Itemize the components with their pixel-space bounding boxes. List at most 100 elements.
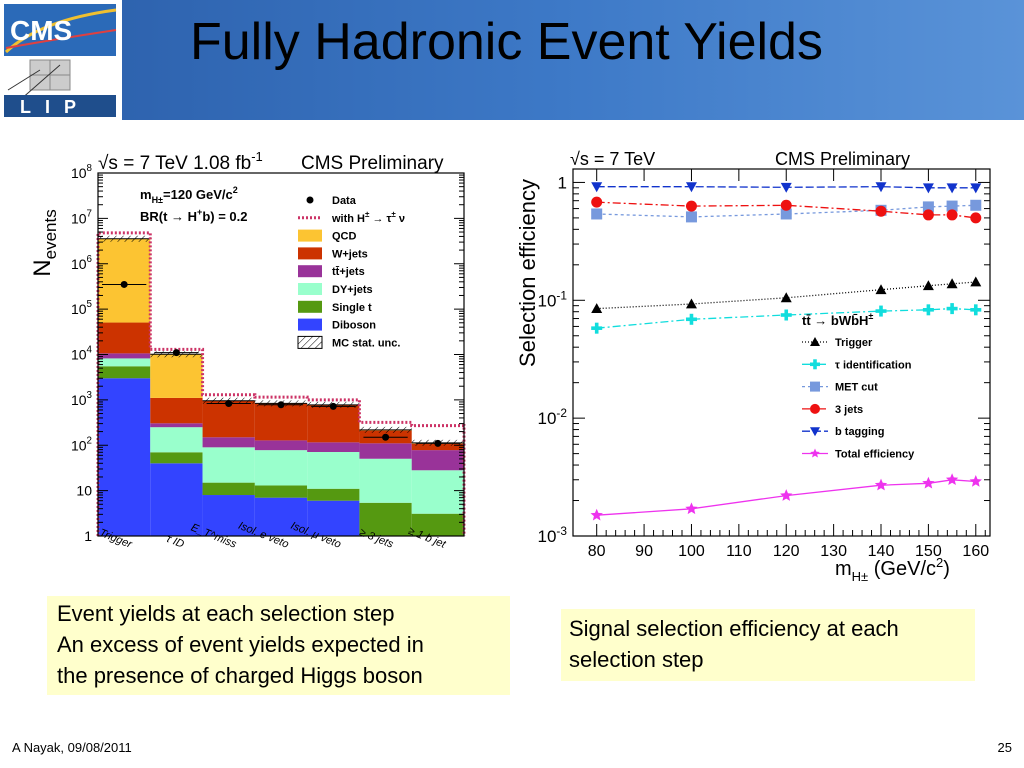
- bar-segment-tt-jets: [254, 440, 308, 451]
- marker-cross-v: [926, 304, 931, 316]
- marker-triangle-down: [685, 182, 697, 193]
- marker-triangle-up: [591, 303, 603, 314]
- right-chart-y-axis-label: Selection efficiency: [515, 179, 540, 367]
- marker-triangle-down: [922, 183, 934, 194]
- marker-triangle-up: [970, 276, 982, 287]
- legend-label-text: DY+jets: [332, 284, 373, 296]
- right-chart-x-axis-label: mH± (GeV/c2): [835, 555, 950, 584]
- bar-segment-single-t: [98, 366, 151, 379]
- marker-star: [874, 478, 888, 491]
- svg-text:Selection efficiency: Selection efficiency: [515, 179, 540, 367]
- bar-segment-diboson: [98, 378, 151, 536]
- marker-star: [810, 448, 820, 458]
- y-tick-label-exp: -3: [556, 524, 567, 538]
- footer-author-date: A Nayak, 09/08/2011: [12, 740, 132, 755]
- marker-triangle-down: [780, 182, 792, 193]
- legend-swatch: [298, 265, 322, 278]
- legend-label: tt̄+jets: [332, 266, 365, 278]
- legend-data-marker: [306, 196, 314, 204]
- bar-segment-diboson: [307, 500, 360, 536]
- right-caption: Signal selection efficiency at each sele…: [561, 609, 975, 681]
- right-chart-frame: [572, 168, 991, 537]
- marker-square: [946, 200, 958, 212]
- marker-star: [969, 475, 982, 487]
- legend-swatch: [298, 283, 322, 295]
- marker-square: [685, 211, 697, 223]
- legend-swatch: [298, 247, 322, 260]
- data-point: [329, 402, 337, 410]
- data-point: [172, 349, 180, 357]
- bar-segment-dy-jets: [411, 470, 464, 514]
- marker-circle: [591, 196, 603, 208]
- y-tick-label-exp: 5: [87, 299, 93, 310]
- logo-text-cms: CMS: [10, 15, 72, 46]
- marker-square: [780, 208, 792, 220]
- marker-triangle-up: [875, 284, 887, 295]
- y-tick-label: 106: [71, 254, 93, 272]
- bar-segment-diboson: [202, 495, 255, 536]
- x-tick-label: 120: [773, 543, 800, 560]
- y-tick-label-base: 10: [71, 437, 87, 453]
- right-chart-cms-preliminary: CMS Preliminary: [775, 149, 910, 169]
- data-point: [434, 439, 442, 447]
- y-tick-label-base: 10: [71, 301, 87, 317]
- x-tick-label: 130: [820, 543, 847, 560]
- slide-title: Fully Hadronic Event Yields: [190, 13, 823, 71]
- legend-label-text: Data: [332, 195, 357, 207]
- x-tick-label: 100: [678, 543, 705, 560]
- bar-segment-w-jets: [98, 322, 151, 354]
- data-point: [382, 433, 390, 441]
- x-tick-label: 80: [588, 543, 606, 560]
- y-tick-label-exp: 7: [87, 208, 92, 219]
- marker-cross-v: [973, 304, 978, 316]
- legend-label: τ identification: [835, 359, 912, 371]
- bar-segment-tt-jets: [411, 450, 464, 471]
- legend-label-rest: → τ: [369, 213, 391, 225]
- right-chart-legend: Trigger τ identification MET cut 3 jets b ta…: [802, 337, 915, 461]
- marker-star: [590, 508, 603, 521]
- marker-cross-v: [689, 313, 694, 325]
- y-tick-label-base: 10: [538, 527, 557, 546]
- bar-segment-qcd: [150, 354, 203, 398]
- marker-triangle-up: [810, 337, 820, 346]
- legend-swatch: [298, 300, 322, 313]
- y-tick-label-exp: 4: [87, 345, 93, 356]
- x-tick-label: 160: [962, 543, 989, 560]
- legend-label: MET cut: [835, 382, 878, 394]
- marker-circle: [946, 209, 958, 221]
- x-tick-label: 150: [915, 543, 942, 560]
- y-tick-label: 105: [71, 299, 93, 317]
- bar-segment-single-t: [411, 513, 464, 536]
- legend-label-sup: ±: [365, 210, 370, 219]
- marker-cross-v: [813, 359, 817, 370]
- marker-square: [922, 201, 934, 213]
- bar-segment-tt-jets: [150, 423, 203, 428]
- legend-label: QCD: [332, 231, 357, 243]
- marker-triangle-down: [875, 182, 887, 193]
- marker-square: [970, 199, 982, 211]
- marker-triangle-down: [946, 183, 958, 194]
- y-tick-label: 104: [71, 345, 93, 363]
- marker-cross-v: [879, 305, 883, 317]
- legend-swatch: [298, 229, 322, 242]
- y-tick-label-exp: 2: [87, 435, 92, 446]
- marker-star: [945, 473, 959, 486]
- y-tick-label: 108: [71, 163, 93, 181]
- bar-segment-single-t: [202, 482, 255, 496]
- cms-lip-logo-graphic: CMS LIP: [0, 0, 122, 120]
- y-tick-label-exp: 8: [87, 163, 93, 174]
- legend-label-text: W+jets: [332, 248, 368, 260]
- marker-cross-v: [594, 322, 599, 334]
- marker-circle: [685, 200, 697, 212]
- bar-segment-dy-jets: [150, 427, 203, 453]
- bar-segment-single-t: [359, 502, 412, 536]
- marker-circle: [780, 199, 792, 211]
- legend-label: Total efficiency: [835, 449, 915, 461]
- y-tick-label-base: 10: [71, 165, 87, 181]
- legend-swatch: [298, 318, 322, 331]
- marker-cross-v: [950, 303, 954, 315]
- y-tick-label-base: 10: [538, 291, 557, 310]
- left-chart-cms-preliminary: CMS Preliminary: [301, 153, 444, 174]
- marker-triangle-up: [780, 292, 792, 303]
- marker-triangle-down: [810, 427, 820, 437]
